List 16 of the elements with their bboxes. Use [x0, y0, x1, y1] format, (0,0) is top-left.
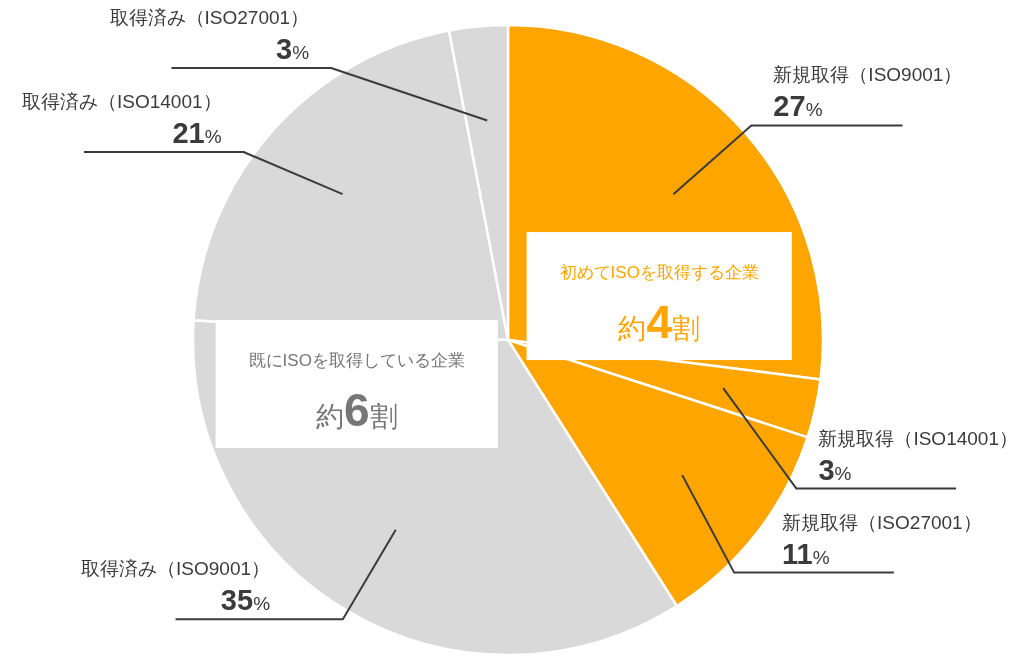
text: 約4割: [618, 296, 701, 349]
text: 初めてISOを取得する企業: [559, 263, 759, 283]
slice-label: 取得済み（ISO14001）: [21, 91, 222, 112]
slice-label: 取得済み（ISO27001）: [109, 7, 310, 28]
data-label: 27%: [773, 90, 823, 123]
data-label: 11%: [782, 537, 830, 570]
slice-label: 新規取得（ISO27001）: [782, 511, 982, 533]
text: 約6割: [315, 383, 398, 436]
slice-label: 新規取得（ISO9001）: [773, 64, 963, 86]
data-label: 21%: [172, 117, 222, 149]
slice-label: 取得済み（ISO9001）: [81, 558, 271, 580]
slice-label: 新規取得（ISO14001）: [818, 427, 1018, 449]
data-label: 3%: [818, 453, 852, 486]
data-label: 35%: [220, 584, 271, 617]
data-label: 3%: [276, 33, 310, 65]
text: 既にISOを取得している企業: [248, 350, 465, 370]
